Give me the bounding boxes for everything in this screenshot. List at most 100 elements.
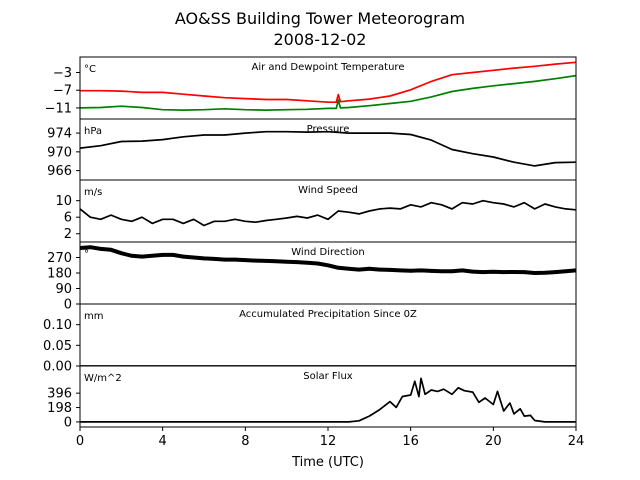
x-tick-label: 20 (485, 434, 502, 449)
wind-direction-point (563, 269, 568, 274)
wind-direction-point (274, 259, 279, 264)
precipitation-title: Accumulated Precipitation Since 0Z (239, 309, 417, 320)
wind-direction-point (119, 251, 124, 255)
wind-direction-point (222, 257, 227, 262)
temperature-title: Air and Dewpoint Temperature (252, 62, 405, 73)
figure-subtitle: 2008-12-02 (274, 30, 367, 49)
wind-direction-point (191, 255, 196, 260)
wind-direction-point (357, 267, 361, 272)
pressure-series-group (80, 130, 576, 167)
wind-speed-ytick-label: 10 (55, 194, 72, 209)
wind-direction-point (522, 270, 527, 274)
wind-direction-point (336, 266, 341, 270)
wind-direction-point (377, 267, 382, 272)
wind-speed-unit-label: m/s (84, 187, 102, 198)
pressure-ytick-label: 974 (47, 127, 72, 142)
x-tick-label: 8 (241, 434, 249, 449)
wind-direction-ytick-label: 270 (47, 251, 72, 266)
precipitation-panel: 0.10 0.05 0.00 mm Accumulated Precipitation … (43, 303, 577, 375)
solar-flux-series-line-0 (80, 377, 576, 423)
wind-direction-point (295, 260, 299, 264)
wind-direction-point (109, 248, 113, 252)
wind-direction-ytick-label: 0 (64, 298, 72, 313)
pressure-ytick-label: 966 (47, 164, 72, 179)
solar-flux-ytick-label: 0 (64, 415, 72, 430)
wind-direction-point (398, 268, 403, 273)
temperature-series-line-1 (80, 74, 576, 111)
precipitation-ytick-label: 0.05 (43, 339, 72, 354)
wind-direction-point (150, 254, 155, 258)
wind-direction-point (408, 269, 413, 273)
x-tick-label: 4 (159, 434, 167, 449)
x-tick-label: 24 (568, 434, 585, 449)
wind-direction-point (439, 269, 444, 274)
wind-direction-point (202, 256, 206, 261)
wind-speed-ytick-label: 2 (64, 227, 72, 242)
wind-direction-point (553, 270, 558, 274)
wind-direction-point (140, 254, 144, 259)
wind-direction-point (129, 254, 134, 258)
wind-direction-point (501, 270, 506, 274)
wind-direction-series-group (80, 245, 576, 275)
wind-direction-ytick-label: 180 (47, 267, 72, 282)
x-axis: 0 4 8 12 16 20 24 (76, 427, 584, 449)
pressure-panel: 974 970 966 hPa Pressure (47, 118, 577, 181)
x-tick-label: 12 (320, 434, 337, 449)
solar-flux-unit-label: W/m^2 (84, 373, 122, 384)
wind-direction-point (88, 245, 93, 249)
wind-direction-point (181, 254, 186, 259)
wind-direction-point (160, 253, 165, 257)
wind-direction-unit-label: ° (84, 249, 89, 260)
solar-flux-series-group (80, 377, 576, 423)
wind-speed-series-line-0 (80, 199, 576, 227)
solar-flux-ytick-label: 396 (47, 387, 72, 402)
precipitation-ytick-label: 0.10 (43, 318, 72, 333)
solar-flux-ytick-label: 198 (47, 401, 72, 416)
temperature-ytick-label: −11 (45, 101, 72, 116)
wind-speed-panel: 10 62 m/s Wind Speed (55, 179, 577, 243)
pressure-unit-label: hPa (84, 126, 102, 137)
wind-direction-point (212, 257, 217, 261)
wind-direction-point (419, 268, 423, 273)
wind-direction-point (388, 268, 392, 272)
pressure-ytick-label: 970 (47, 145, 72, 160)
wind-direction-point (367, 266, 372, 271)
pressure-series-line-0 (80, 130, 576, 167)
x-tick-label: 0 (76, 434, 84, 449)
wind-direction-point (429, 269, 434, 273)
wind-speed-series-group (80, 199, 576, 227)
wind-direction-point (532, 271, 537, 275)
wind-direction-point (264, 259, 268, 263)
wind-direction-title: Wind Direction (291, 247, 365, 258)
wind-direction-point (171, 253, 175, 257)
wind-direction-point (315, 261, 320, 266)
temperature-panel: −3 −7 −11 °C Air and Dewpoint Temperature (45, 56, 577, 120)
wind-direction-point (491, 270, 496, 274)
solar-flux-title: Solar Flux (303, 371, 353, 382)
wind-direction-point (543, 270, 547, 275)
temperature-unit-label: °C (84, 64, 96, 75)
wind-direction-point (470, 269, 475, 274)
pressure-title: Pressure (307, 124, 350, 135)
temperature-series-line-0 (80, 61, 576, 104)
wind-direction-point (450, 269, 454, 274)
wind-direction-point (305, 260, 310, 265)
precipitation-unit-label: mm (84, 311, 103, 322)
wind-direction-point (326, 263, 330, 268)
wind-direction-ytick-label: 90 (55, 282, 72, 297)
wind-direction-point (243, 258, 248, 262)
temperature-ytick-label: −7 (53, 84, 72, 99)
precipitation-ytick-label: 0.00 (43, 360, 72, 375)
wind-speed-title: Wind Speed (298, 185, 358, 196)
figure-title: AO&SS Building Tower Meteorogram (175, 9, 465, 28)
wind-direction-point (284, 260, 289, 264)
wind-direction-point (346, 266, 351, 271)
wind-direction-point (481, 270, 485, 274)
wind-direction-point (512, 270, 516, 274)
wind-direction-point (460, 268, 465, 273)
wind-direction-point (253, 258, 258, 263)
wind-speed-ytick-label: 6 (64, 211, 72, 226)
